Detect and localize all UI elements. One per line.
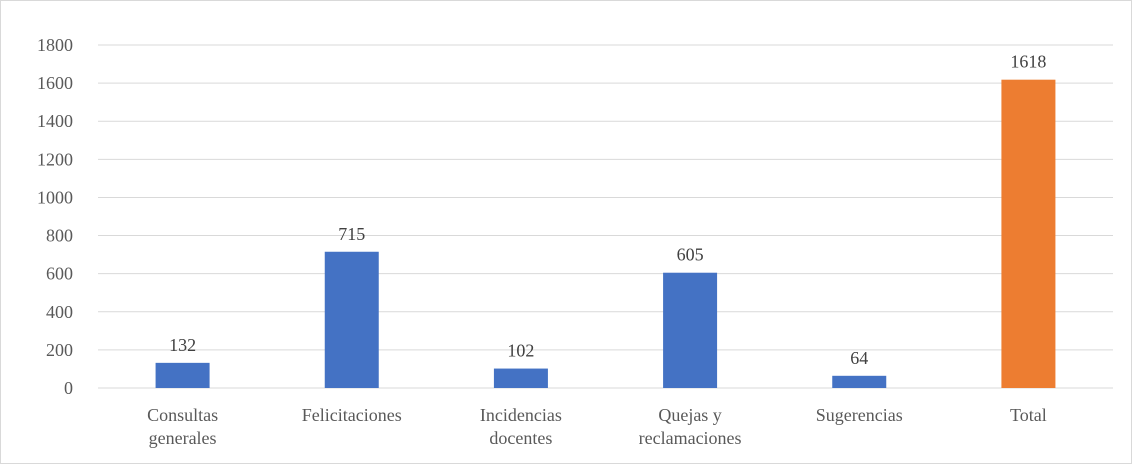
x-tick-label: Total xyxy=(1010,405,1047,425)
data-labels: 132 715 102 605 64 1618 xyxy=(169,52,1046,368)
bars xyxy=(155,79,1056,388)
y-tick-label: 0 xyxy=(64,378,73,398)
x-tick-label: Incidencias docentes xyxy=(480,405,562,448)
y-axis-ticks: 0 200 400 600 800 1000 1200 1400 1600 1800 xyxy=(37,35,73,398)
bar xyxy=(493,368,548,388)
y-tick-label: 1600 xyxy=(37,73,73,93)
data-label: 64 xyxy=(850,348,868,368)
y-tick-label: 600 xyxy=(46,264,73,284)
data-label: 605 xyxy=(677,245,704,265)
y-tick-label: 1200 xyxy=(37,149,73,169)
x-tick-label: Sugerencias xyxy=(816,405,903,425)
y-tick-label: 1000 xyxy=(37,187,73,207)
data-label: 132 xyxy=(169,335,196,355)
bar xyxy=(1001,79,1056,388)
y-tick-label: 1800 xyxy=(37,35,73,55)
data-label: 715 xyxy=(338,224,365,244)
y-tick-label: 800 xyxy=(46,226,73,246)
x-tick-label: Consultas generales xyxy=(147,405,218,448)
y-tick-label: 400 xyxy=(46,302,73,322)
gridlines xyxy=(98,44,1113,389)
x-tick-label: Felicitaciones xyxy=(302,405,402,425)
x-axis-labels: Consultas generales Felicitaciones Incidenc… xyxy=(147,405,1047,448)
bar xyxy=(663,272,718,388)
bar xyxy=(324,251,379,388)
bar xyxy=(832,375,887,388)
bar xyxy=(155,362,210,388)
x-tick-label: Quejas y reclamaciones xyxy=(639,405,742,448)
data-label: 1618 xyxy=(1010,52,1046,72)
y-tick-label: 200 xyxy=(46,340,73,360)
data-label: 102 xyxy=(507,341,534,361)
y-tick-label: 1400 xyxy=(37,111,73,131)
